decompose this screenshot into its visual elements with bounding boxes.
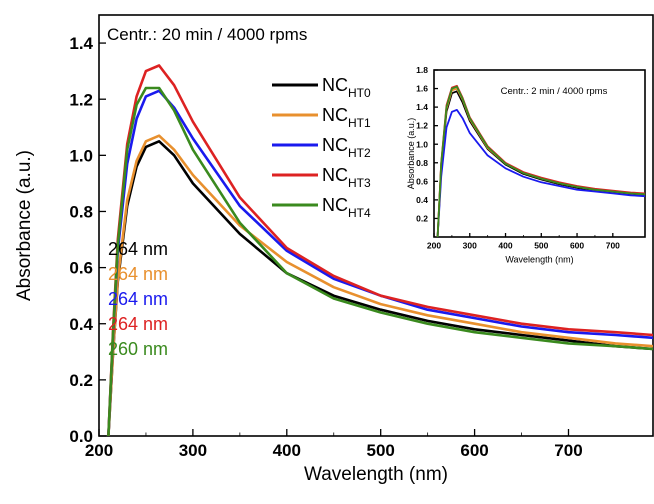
inset-y-tick-label: 1.2	[416, 121, 428, 131]
main-x-tick-label: 300	[179, 441, 207, 460]
main-series-line-1	[107, 134, 653, 436]
main-y-tick-label: 1.2	[69, 90, 93, 109]
legend-label-3: NCHT3	[322, 165, 371, 190]
main-y-tick-label: 1.0	[69, 146, 93, 165]
main-plot-frame	[98, 14, 654, 437]
main-series-line-4	[107, 86, 653, 436]
peak-labels: 264 nm 264 nm 264 nm 264 nm 260 nm	[108, 239, 168, 359]
main-x-tick-label: 600	[460, 441, 488, 460]
inset-x-tick-label: 500	[534, 241, 548, 251]
main-x-axis-label: Wavelength (nm)	[304, 464, 448, 485]
main-legend: NCHT0 NCHT1 NCHT2 NCHT3 NCHT4	[272, 75, 371, 220]
main-y-tick-label: 0.4	[69, 315, 93, 334]
main-y-axis-label: Absorbance (a.u.)	[14, 150, 35, 301]
main-y-tick-label: 0.6	[69, 259, 93, 278]
inset-plot-frame	[433, 69, 646, 238]
main-x-tick-label: 400	[273, 441, 301, 460]
main-plot: 200 300 400 500 600 700 0.0 0.2 0.4 0.6 0.8 1.0 1.2 1…	[14, 14, 654, 485]
inset-y-tick-label: 0.8	[416, 158, 428, 168]
inset-x-axis-label: Wavelength (nm)	[505, 255, 573, 265]
main-y-tick-label: 0.2	[69, 371, 93, 390]
peak-label-4: 260 nm	[108, 339, 168, 359]
inset-x-tick-label: 600	[570, 241, 584, 251]
inset-y-tick-label: 1.4	[416, 102, 428, 112]
main-y-tick-label: 1.4	[69, 34, 93, 53]
legend-label-1: NCHT1	[322, 105, 371, 130]
inset-y-tick-label: 1.0	[416, 139, 428, 149]
inset-y-axis-label: Absorbance (a.u.)	[406, 118, 416, 190]
inset-x-tick-label: 400	[498, 241, 512, 251]
inset-series-line-2	[436, 109, 645, 237]
inset-x-tick-label: 200	[427, 241, 441, 251]
inset-x-tick-label: 700	[606, 241, 620, 251]
peak-label-1: 264 nm	[108, 264, 168, 284]
main-x-tick-label: 500	[367, 441, 395, 460]
peak-label-2: 264 nm	[108, 289, 168, 309]
inset-y-tick-label: 1.8	[416, 65, 428, 75]
main-y-tick-label: 0.8	[69, 203, 93, 222]
inset-x-tick-label: 300	[463, 241, 477, 251]
main-y-tick-label: 0.0	[69, 427, 93, 446]
legend-label-2: NCHT2	[322, 135, 371, 160]
peak-label-0: 264 nm	[108, 239, 168, 259]
inset-plot: 200 300 400 500 600 700 0.2 0.4 0.6 0.8 1.0 1.2 1.4 1…	[400, 62, 650, 277]
inset-series-line-4	[436, 85, 645, 237]
inset-y-tick-label: 0.6	[416, 176, 428, 186]
inset-y-tick-label: 0.2	[416, 214, 428, 224]
inset-chart-title: Centr.: 2 min / 4000 rpms	[501, 86, 608, 97]
legend-label-0: NCHT0	[322, 75, 371, 100]
main-series-line-2	[107, 89, 653, 436]
peak-label-3: 264 nm	[108, 314, 168, 334]
main-x-tick-label: 700	[554, 441, 582, 460]
main-chart-title: Centr.: 20 min / 4000 rpms	[107, 25, 307, 44]
main-x-tick-label: 200	[85, 441, 113, 460]
inset-y-tick-label: 0.4	[416, 195, 428, 205]
inset-y-tick-label: 1.6	[416, 84, 428, 94]
legend-label-4: NCHT4	[322, 195, 371, 220]
